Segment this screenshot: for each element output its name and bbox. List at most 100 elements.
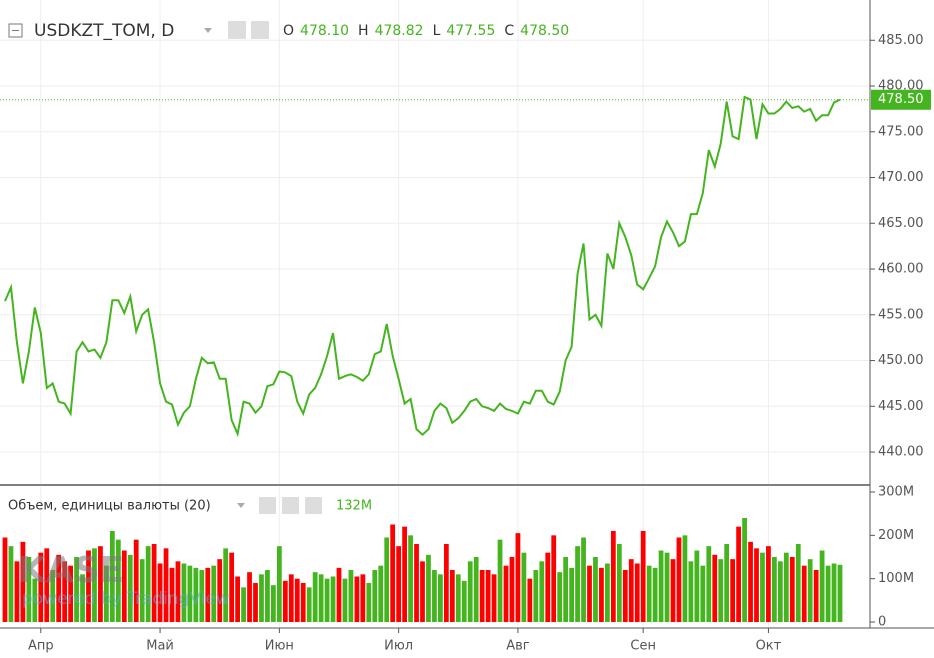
volume-bar — [640, 530, 646, 623]
eye-button[interactable] — [228, 21, 246, 39]
y-tick-label: 470.00 — [878, 170, 924, 185]
volume-bar — [831, 563, 837, 623]
volume-settings-button[interactable] — [282, 497, 299, 514]
y-tick-label: 455.00 — [878, 307, 924, 322]
volume-bar — [175, 561, 181, 623]
volume-bar — [276, 546, 282, 623]
volume-bar — [223, 548, 229, 623]
volume-bar — [569, 567, 574, 623]
volume-bar — [551, 535, 557, 623]
volume-bar — [443, 543, 449, 623]
volume-bar — [390, 524, 396, 623]
ohlc-value: 477.55 — [446, 23, 495, 39]
volume-bar — [539, 561, 545, 623]
volume-bar — [157, 563, 163, 623]
ohlc-label: L — [433, 23, 441, 39]
volume-bar — [783, 552, 789, 623]
volume-bar — [20, 541, 26, 623]
volume-bar — [748, 541, 753, 623]
volume-bar — [324, 578, 330, 623]
volume-bar — [50, 570, 56, 623]
volume-bar — [795, 543, 801, 623]
y-tick-label: 450.00 — [878, 353, 924, 368]
volume-bar — [115, 539, 121, 623]
volume-bar — [420, 561, 425, 623]
volume-bar — [670, 559, 676, 623]
overlay-layer: Апр Май Июн Июл Авг Сен Окт 440.00 445.00 450.00 4… — [28, 33, 931, 654]
volume-bar — [587, 565, 592, 623]
volume-bar — [485, 570, 491, 623]
volume-bar — [205, 567, 211, 623]
volume-bar — [62, 561, 68, 623]
volume-bar — [408, 535, 413, 623]
volume-bar — [628, 559, 634, 623]
volume-bar — [169, 567, 175, 623]
volume-bar — [700, 565, 706, 623]
volume-bar — [133, 539, 139, 623]
symbol[interactable]: USDKZT_TOM, D — [34, 21, 174, 41]
y-tick-label: 445.00 — [878, 399, 924, 414]
volume-bar — [694, 550, 700, 623]
volume-bar — [605, 563, 610, 623]
volume-bar — [455, 574, 461, 623]
volume-bar — [187, 565, 193, 623]
y-tick-label: 200M — [878, 528, 914, 543]
volume-bar — [288, 574, 294, 623]
watermark-logo: KASE — [18, 550, 124, 591]
x-tick-label: Май — [146, 639, 174, 654]
volume-bar — [777, 561, 783, 623]
last-price-box — [871, 89, 931, 110]
volume-close-button[interactable] — [305, 497, 322, 514]
y-tick-label: 300M — [878, 484, 914, 499]
volume-bar — [438, 574, 443, 623]
volume-bar — [259, 574, 264, 623]
volume-bar — [766, 546, 771, 623]
volume-bar — [813, 570, 819, 623]
volume-bar — [825, 565, 831, 623]
volume-bar — [92, 548, 97, 623]
volume-bar — [336, 567, 342, 623]
volume-bar — [366, 583, 372, 623]
volume-bar — [503, 565, 509, 623]
x-tick-label: Апр — [28, 639, 54, 654]
volume-bar — [211, 565, 217, 623]
volume-bar — [294, 578, 300, 623]
volume-bar — [44, 548, 50, 623]
volume-bar — [318, 574, 324, 623]
volume-bar — [533, 570, 539, 623]
volume-bar — [491, 574, 497, 623]
ohlc-label: C — [504, 23, 514, 39]
volume-bar — [432, 570, 437, 623]
volume-bar — [682, 535, 688, 623]
symbol-menu[interactable] — [204, 28, 212, 33]
volume-bar — [736, 526, 741, 623]
volume-bar — [14, 561, 20, 623]
volume-menu[interactable] — [237, 503, 245, 508]
volume-bar — [68, 565, 73, 623]
volume-bar — [109, 530, 115, 623]
volume-bar — [837, 564, 843, 623]
volume-bar — [127, 554, 133, 623]
volume-bar — [265, 570, 270, 623]
volume-bar — [807, 559, 813, 623]
volume-bar — [479, 570, 485, 623]
volume-header: Объем, единицы валюты (20) 132M — [8, 497, 372, 514]
ohlc-value: 478.10 — [300, 23, 349, 39]
volume-bar — [634, 563, 640, 623]
volume-bar — [575, 546, 580, 623]
y-tick-label: 485.00 — [878, 33, 924, 48]
volume-bar — [718, 559, 724, 623]
volume-eye-button[interactable] — [259, 497, 276, 514]
volume-bar — [121, 550, 127, 623]
volume-bar — [384, 537, 390, 623]
volume-bar — [497, 539, 503, 623]
ohlc-value: 478.82 — [375, 23, 424, 39]
volume-bar — [521, 552, 527, 623]
volume-bar — [241, 587, 246, 623]
plot-layer — [0, 0, 870, 627]
x-tick-label: Июн — [265, 639, 294, 654]
settings-button[interactable] — [251, 21, 269, 39]
ohlc-label: H — [358, 23, 369, 39]
y-tick-label: 475.00 — [878, 124, 924, 139]
